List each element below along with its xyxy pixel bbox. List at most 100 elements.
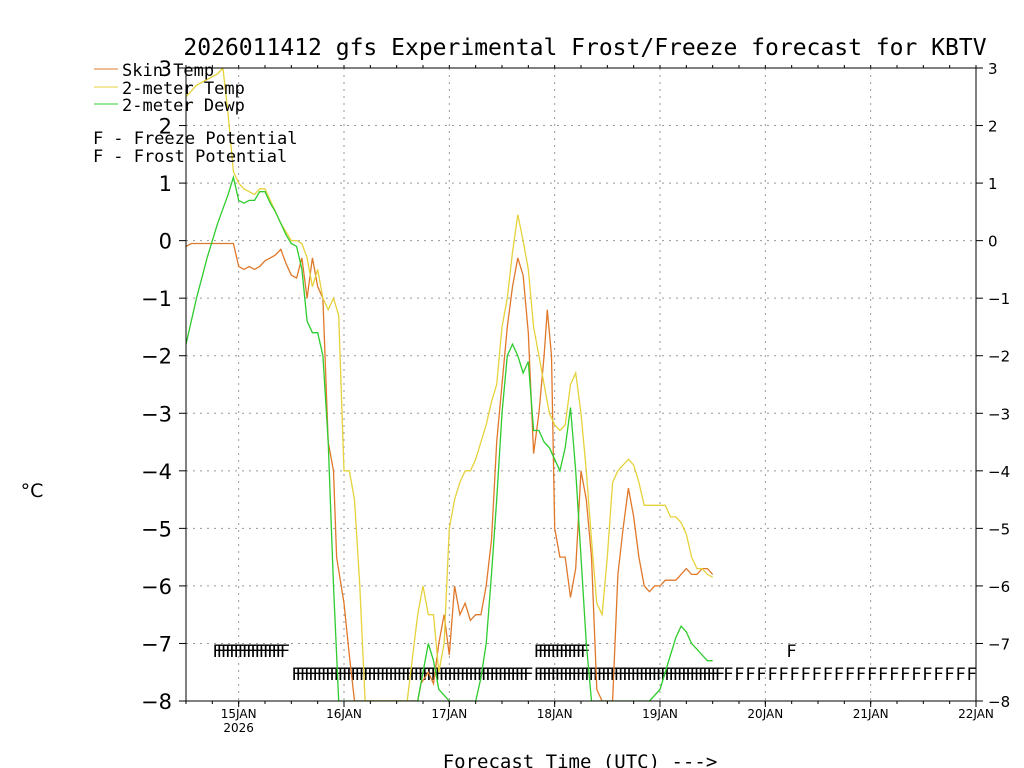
frost-potential-marker: F xyxy=(534,642,544,662)
freeze-potential-marker: F xyxy=(447,665,457,685)
freeze-potential-marker: F xyxy=(376,665,386,685)
freeze-potential-marker: F xyxy=(597,665,607,685)
frost-potential-marker: F xyxy=(267,642,277,662)
freeze-potential-marker: F xyxy=(559,665,569,685)
freeze-potential-marker: F xyxy=(702,665,712,685)
freeze-potential-marker: F xyxy=(767,665,777,685)
x-axis-label: Forecast Time (UTC) ---> xyxy=(443,751,718,768)
y-tick-label-left: −4 xyxy=(141,460,172,484)
y-tick-label-right: −8 xyxy=(988,693,1010,711)
freeze-potential-marker: F xyxy=(823,665,833,685)
x-tick-label: 22JAN xyxy=(958,707,994,721)
freeze-potential-marker: F xyxy=(363,665,373,685)
freeze-potential-marker: F xyxy=(384,665,394,685)
freeze-potential-marker: F xyxy=(812,665,822,685)
y-tick-label-right: −7 xyxy=(988,635,1010,653)
freeze-potential-marker: F xyxy=(439,665,449,685)
freeze-potential-marker: F xyxy=(498,665,508,685)
freeze-potential-marker: F xyxy=(647,665,657,685)
series-line-2-meter-dewp xyxy=(186,174,713,701)
frost-potential-marker: F xyxy=(246,642,256,662)
freeze-potential-marker: F xyxy=(506,665,516,685)
y-tick-label-left: 0 xyxy=(159,230,172,254)
freeze-potential-marker: F xyxy=(656,665,666,685)
freeze-potential-marker: F xyxy=(834,665,844,685)
x-tick-label: 16JAN xyxy=(326,707,362,721)
y-tick-label-right: 2 xyxy=(988,118,998,136)
y-tick-label-right: 3 xyxy=(988,60,998,78)
frost-potential-marker: F xyxy=(259,642,269,662)
freeze-potential-marker: F xyxy=(555,665,565,685)
freeze-potential-marker: F xyxy=(801,665,811,685)
freeze-potential-marker: F xyxy=(711,665,721,685)
x-tick-label: 19JAN xyxy=(642,707,678,721)
freeze-potential-marker: F xyxy=(689,665,699,685)
freeze-potential-marker: F xyxy=(698,665,708,685)
y-tick-label-left: 2 xyxy=(159,115,172,139)
freeze-potential-marker: F xyxy=(681,665,691,685)
freeze-potential-marker: F xyxy=(367,665,377,685)
freeze-potential-marker: F xyxy=(414,665,424,685)
frost-potential-marker: F xyxy=(263,642,273,662)
frost-potential-marker: F xyxy=(280,642,290,662)
legend-label-2m-temp: 2-meter Temp xyxy=(122,79,245,99)
freeze-potential-marker: F xyxy=(734,665,744,685)
freeze-potential-marker: F xyxy=(563,665,573,685)
x-tick-label: 20JAN xyxy=(747,707,783,721)
frost-potential-marker: F xyxy=(271,642,281,662)
series-line-skin-temp xyxy=(186,242,714,701)
y-tick-label-right: −3 xyxy=(988,405,1010,423)
y-tick-label-right: 0 xyxy=(988,233,998,251)
y-tick-label-right: −4 xyxy=(988,463,1010,481)
freeze-potential-marker: F xyxy=(325,665,335,685)
freeze-potential-marker: F xyxy=(329,665,339,685)
freeze-potential-marker: F xyxy=(622,665,632,685)
freeze-potential-marker: F xyxy=(338,665,348,685)
freeze-potential-marker: F xyxy=(572,665,582,685)
x-tick-sublabel: 2026 xyxy=(223,721,254,735)
freeze-potential-marker: F xyxy=(706,665,716,685)
plot-frame xyxy=(185,67,977,702)
x-tick-label: 18JAN xyxy=(537,707,573,721)
y-tick-label-left: −1 xyxy=(141,287,172,311)
grid-lines xyxy=(186,68,976,701)
y-tick-label-left: −6 xyxy=(141,575,172,599)
frost-potential-marker: F xyxy=(242,642,252,662)
legend-frost-symbol: F xyxy=(93,147,103,167)
freeze-potential-marker: F xyxy=(312,665,322,685)
freeze-potential-marker: F xyxy=(502,665,512,685)
freeze-potential-marker: F xyxy=(790,665,800,685)
frost-potential-marker: F xyxy=(212,642,222,662)
freeze-potential-marker: F xyxy=(955,665,965,685)
frost-potential-marker: F xyxy=(786,642,796,662)
frost-potential-marker: F xyxy=(576,642,586,662)
freeze-potential-marker: F xyxy=(350,665,360,685)
freeze-potential-marker: F xyxy=(567,665,577,685)
freeze-potential-marker: F xyxy=(546,665,556,685)
frost-potential-marker: F xyxy=(229,642,239,662)
frost-potential-marker: F xyxy=(225,642,235,662)
legend-label-2m-dewp: 2-meter Dewp xyxy=(122,96,245,116)
freeze-potential-marker: F xyxy=(911,665,921,685)
freeze-potential-marker: F xyxy=(443,665,453,685)
frost-potential-marker: F xyxy=(217,642,227,662)
y-axis-label: °C xyxy=(21,480,44,502)
freeze-potential-marker: F xyxy=(635,665,645,685)
freeze-potential-marker: F xyxy=(922,665,932,685)
freeze-potential-marker: F xyxy=(401,665,411,685)
freeze-potential-marker: F xyxy=(664,665,674,685)
frost-potential-marker: F xyxy=(563,642,573,662)
y-tick-label-left: −2 xyxy=(141,345,172,369)
freeze-potential-marker: F xyxy=(601,665,611,685)
freeze-potential-marker: F xyxy=(900,665,910,685)
y-tick-label-right: −2 xyxy=(988,348,1010,366)
freeze-potential-marker: F xyxy=(451,665,461,685)
frost-potential-marker: F xyxy=(221,642,231,662)
frost-potential-marker: F xyxy=(238,642,248,662)
freeze-potential-marker: F xyxy=(694,665,704,685)
freeze-potential-marker: F xyxy=(856,665,866,685)
freeze-potential-marker: F xyxy=(878,665,888,685)
freeze-potential-marker: F xyxy=(593,665,603,685)
freeze-potential-marker: F xyxy=(435,665,445,685)
